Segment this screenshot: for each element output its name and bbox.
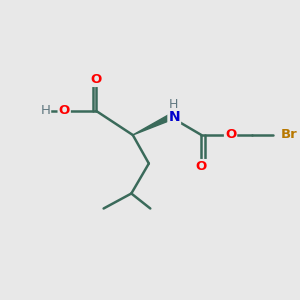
Text: Br: Br <box>281 128 298 142</box>
Text: H: H <box>40 104 50 118</box>
Text: O: O <box>225 128 236 142</box>
Text: N: N <box>168 110 180 124</box>
Text: O: O <box>91 73 102 86</box>
Polygon shape <box>133 114 172 135</box>
Text: O: O <box>58 104 70 118</box>
Text: H: H <box>168 98 178 111</box>
Text: O: O <box>196 160 207 173</box>
